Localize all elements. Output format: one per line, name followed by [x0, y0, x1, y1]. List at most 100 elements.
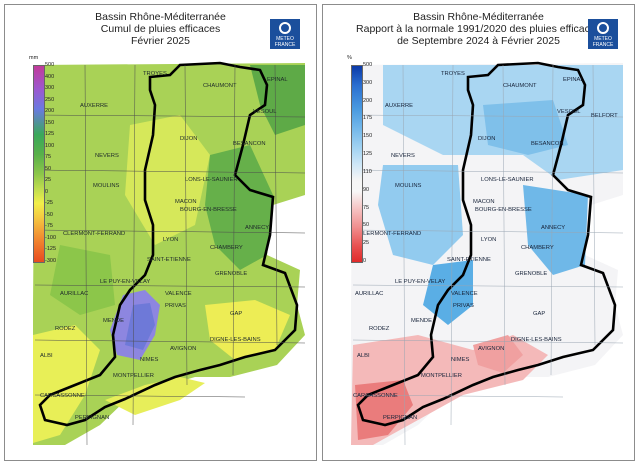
- basin-boundary: [38, 61, 299, 427]
- legend-tick-label: 75: [45, 154, 52, 161]
- zone-green-ne: [250, 65, 305, 135]
- legend-tick-label: 50: [363, 222, 370, 229]
- city-label: AUXERRE: [80, 103, 108, 109]
- city-label: NIMES: [451, 357, 469, 363]
- zone-green-alps: [205, 145, 273, 270]
- city-label: BOURG-EN-BRESSE: [475, 207, 532, 213]
- city-label: SAINT-ETIENNE: [147, 257, 191, 263]
- legend-tick-label: 25: [45, 177, 52, 184]
- legend-tick-label: 75: [363, 204, 370, 211]
- city-label: AUXERRE: [385, 103, 413, 109]
- city-label: BELFORT: [591, 113, 618, 119]
- city-label: SAINT-ETIENNE: [447, 257, 491, 263]
- legend-color-bar: [351, 65, 363, 263]
- legend-tick-label: 100: [45, 142, 55, 149]
- city-label: RODEZ: [369, 326, 390, 332]
- legend-tick-label: -25: [45, 200, 53, 207]
- title-line: Rapport à la normale 1991/2020 des pluie…: [356, 23, 601, 35]
- city-label: DIJON: [180, 136, 197, 142]
- city-label: CLERMONT-FERRAND: [359, 231, 421, 237]
- city-labels: TROYES CHAUMONT EPINAL AUXERRE VESOUL BE…: [353, 71, 618, 421]
- city-label: ALBI: [40, 353, 53, 359]
- legend-rapport: % 500 300 200 175 150 125 110 90 75 50 25 0: [345, 55, 385, 277]
- city-label: RODEZ: [55, 326, 76, 332]
- meteo-france-logo: METEO FRANCE: [588, 19, 618, 49]
- city-label: MACON: [473, 199, 495, 205]
- zone-blue-center: [378, 165, 463, 265]
- legend-tick-label: 150: [363, 133, 373, 140]
- meteo-france-logo: METEO FRANCE: [270, 19, 300, 49]
- city-label: CARCASSONNE: [353, 393, 398, 399]
- zone-blue-jura: [483, 100, 568, 155]
- city-label: LE PUY-EN-VELAY: [395, 279, 445, 285]
- legend-tick-label: 25: [363, 240, 370, 247]
- city-label: AURILLAC: [60, 291, 88, 297]
- city-label: EPINAL: [267, 77, 288, 83]
- city-label: LYON: [481, 237, 496, 243]
- legend-tick-label: 300: [363, 79, 373, 86]
- logo-icon: [597, 22, 609, 34]
- city-label: TROYES: [441, 71, 465, 77]
- city-label: MOULINS: [93, 183, 120, 189]
- legend-tick-label: 125: [45, 131, 55, 138]
- legend-tick-label: 250: [45, 96, 55, 103]
- city-label: CHAUMONT: [503, 83, 537, 89]
- city-label: LYON: [163, 237, 178, 243]
- map-panel-rapport: TROYES CHAUMONT EPINAL AUXERRE VESOUL BE…: [322, 4, 635, 461]
- city-label: VALENCE: [451, 291, 478, 297]
- map-rapport: TROYES CHAUMONT EPINAL AUXERRE VESOUL BE…: [351, 61, 624, 446]
- city-label: GAP: [533, 311, 545, 317]
- map-title: Bassin Rhône-Méditerranée Cumul de pluie…: [5, 11, 316, 47]
- city-label: GRENOBLE: [515, 271, 547, 277]
- city-label: MACON: [175, 199, 197, 205]
- city-label: MONTPELLIER: [421, 373, 462, 379]
- city-label: NEVERS: [95, 153, 119, 159]
- title-line: Bassin Rhône-Méditerranée: [95, 11, 226, 23]
- city-label: DIJON: [478, 136, 495, 142]
- city-label: MONTPELLIER: [113, 373, 154, 379]
- city-label: MOULINS: [395, 183, 422, 189]
- legend-tick-label: 400: [45, 73, 55, 80]
- city-label: BESANCON: [531, 141, 564, 147]
- legend-tick-label: 175: [363, 115, 373, 122]
- zone-yellow-se: [205, 300, 290, 360]
- city-label: EPINAL: [563, 77, 584, 83]
- legend-tick-label: -125: [45, 246, 57, 253]
- map-cumul: TROYES CHAUMONT EPINAL AUXERRE VESOUL NE…: [33, 61, 306, 446]
- city-label: ALBI: [357, 353, 370, 359]
- legend-tick-label: 200: [45, 108, 55, 115]
- basin-boundary: [356, 61, 617, 427]
- title-line: Février 2025: [131, 35, 190, 47]
- legend-tick-label: -100: [45, 234, 57, 241]
- zone-blue-east: [523, 185, 588, 275]
- city-label: AURILLAC: [355, 291, 383, 297]
- legend-tick-label: 500: [363, 62, 373, 68]
- legend-tick-label: 0: [363, 258, 367, 264]
- city-label: VESOUL: [253, 109, 277, 115]
- legend-unit: %: [347, 55, 352, 61]
- map-title: Bassin Rhône-Méditerranée Rapport à la n…: [323, 11, 634, 47]
- city-label: ANNECY: [541, 225, 565, 231]
- title-line: Bassin Rhône-Méditerranée: [413, 11, 544, 23]
- city-label: PRIVAS: [453, 303, 474, 309]
- legend-tick-label: 50: [45, 165, 52, 172]
- legend-unit: mm: [29, 55, 39, 61]
- city-label: CHAUMONT: [203, 83, 237, 89]
- zone-yellow-sw: [33, 325, 100, 443]
- city-label: AVIGNON: [478, 346, 504, 352]
- city-label: CLERMONT-FERRAND: [63, 231, 125, 237]
- city-label: VALENCE: [165, 291, 192, 297]
- legend-tick-label: 300: [45, 85, 55, 92]
- legend-color-bar: [33, 65, 45, 263]
- legend-cumul: mm 500 400 300 250 200 150 125 100 75 50 25 0 -25 -50…: [27, 55, 67, 277]
- city-labels: TROYES CHAUMONT EPINAL AUXERRE VESOUL NE…: [40, 71, 288, 421]
- zone-red-gard: [473, 335, 523, 373]
- city-label: ANNECY: [245, 225, 269, 231]
- city-label: MENDE: [411, 318, 432, 324]
- city-label: TROYES: [143, 71, 167, 77]
- zone-green-mc: [50, 245, 115, 315]
- city-label: CHAMBERY: [210, 245, 243, 251]
- department-borders: [352, 64, 624, 446]
- department-borders: [34, 64, 306, 446]
